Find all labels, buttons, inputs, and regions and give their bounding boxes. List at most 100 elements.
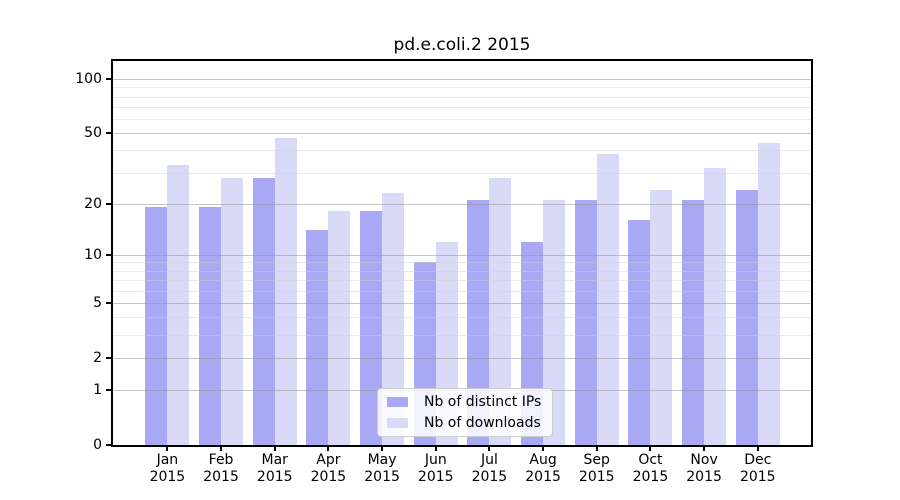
y-tick-label-10: 10 <box>84 246 102 263</box>
x-tick-label-year: 2015 <box>632 469 669 485</box>
x-tick-may <box>381 445 384 451</box>
y-tick-label-0: 0 <box>93 437 102 453</box>
y-tick-0 <box>106 444 113 446</box>
chart-title: pd.e.coli.2 2015 <box>393 35 531 55</box>
gridline-minor-6 <box>113 290 811 292</box>
gridline-major-50 <box>113 133 811 135</box>
x-tick-label-sep: Sep 2015 <box>565 452 629 486</box>
x-tick-label-month: Dec <box>744 452 772 468</box>
bar-distinct-ips-dec <box>735 189 758 445</box>
x-tick-jun <box>434 445 437 451</box>
x-tick-aug <box>542 445 545 451</box>
x-tick-label-month: Sep <box>583 452 610 468</box>
x-tick-feb <box>220 445 223 451</box>
x-tick-jan <box>166 445 169 451</box>
bar-distinct-ips-nov <box>682 199 705 445</box>
legend-swatch-downloads-icon <box>387 417 408 428</box>
gridline-minor-70 <box>113 106 811 108</box>
gridline-minor-9 <box>113 262 811 264</box>
y-tick-label-50: 50 <box>84 125 102 142</box>
x-tick-label-jul: Jul 2015 <box>457 452 521 486</box>
legend-item-distinct-ips: Nb of distinct IPs <box>387 393 543 411</box>
x-tick-label-nov: Nov 2015 <box>672 452 736 486</box>
gridline-minor-40 <box>113 150 811 152</box>
y-tick-10 <box>106 253 113 256</box>
y-tick-label-2: 2 <box>93 349 102 366</box>
bar-distinct-ips-sep <box>574 199 597 445</box>
x-tick-dec <box>756 445 759 451</box>
gridline-major-20 <box>113 203 811 205</box>
x-tick-label-feb: Feb 2015 <box>189 452 253 486</box>
y-tick-50 <box>106 132 113 135</box>
y-tick-label-1: 1 <box>93 382 102 399</box>
bar-downloads-apr <box>328 211 351 445</box>
x-tick-label-may: May 2015 <box>350 452 414 486</box>
y-tick-100 <box>106 78 113 80</box>
bar-downloads-jan <box>167 165 190 445</box>
x-tick-label-apr: Apr 2015 <box>296 452 360 486</box>
x-tick-label-month: Apr <box>316 452 341 468</box>
x-tick-label-year: 2015 <box>525 469 561 485</box>
bar-downloads-nov <box>704 167 727 445</box>
bar-downloads-mar <box>274 137 297 445</box>
bar-downloads-dec <box>757 143 780 445</box>
gridline-major-2 <box>113 357 811 359</box>
x-tick-label-year: 2015 <box>149 469 186 485</box>
gridline-major-100 <box>113 79 811 80</box>
x-tick-label-year: 2015 <box>417 469 454 485</box>
x-tick-label-year: 2015 <box>471 469 508 485</box>
x-tick-label-mar: Mar 2015 <box>243 452 307 486</box>
x-tick-label-jan: Jan 2015 <box>135 452 199 486</box>
gridline-minor-60 <box>113 118 811 120</box>
y-tick-1 <box>106 389 113 392</box>
bar-downloads-sep <box>596 154 619 445</box>
legend-swatch-distinct-ips-icon <box>387 397 408 408</box>
gridline-minor-8 <box>113 270 811 272</box>
x-tick-nov <box>703 445 706 451</box>
bar-distinct-ips-feb <box>199 207 222 445</box>
gridline-minor-90 <box>113 87 811 89</box>
bar-distinct-ips-jan <box>145 207 168 445</box>
x-tick-mar <box>273 445 276 451</box>
x-tick-label-month: Mar <box>261 452 288 468</box>
legend-item-downloads: Nb of downloads <box>387 414 543 432</box>
gridline-major-5 <box>113 302 811 304</box>
gridline-major-10 <box>113 254 811 256</box>
y-tick-2 <box>106 356 113 359</box>
bar-distinct-ips-oct <box>628 220 651 445</box>
x-tick-label-month: Jan <box>156 452 179 468</box>
legend-label-distinct-ips: Nb of distinct IPs <box>424 394 542 411</box>
x-tick-jul <box>488 445 491 451</box>
x-tick-label-month: Nov <box>690 452 718 468</box>
y-tick-label-20: 20 <box>84 195 102 212</box>
x-tick-apr <box>327 445 330 451</box>
x-tick-label-month: Jul <box>480 452 498 468</box>
x-tick-label-oct: Oct 2015 <box>618 452 682 486</box>
x-tick-label-aug: Aug 2015 <box>511 452 575 486</box>
x-tick-label-dec: Dec 2015 <box>726 452 790 486</box>
x-tick-sep <box>595 445 598 451</box>
x-tick-label-month: Oct <box>638 452 663 468</box>
y-tick-20 <box>106 202 113 205</box>
x-tick-label-year: 2015 <box>256 469 293 485</box>
x-tick-label-month: Jun <box>424 452 447 468</box>
gridline-minor-4 <box>113 317 811 319</box>
x-tick-label-year: 2015 <box>739 469 776 485</box>
legend-label-downloads: Nb of downloads <box>424 414 541 431</box>
gridline-minor-3 <box>113 335 811 337</box>
y-tick-label-100: 100 <box>75 71 102 87</box>
x-tick-label-month: May <box>367 452 397 468</box>
gridline-minor-30 <box>113 172 811 174</box>
x-tick-label-month: Aug <box>529 452 557 468</box>
x-tick-label-jun: Jun 2015 <box>404 452 468 486</box>
bar-distinct-ips-mar <box>252 177 275 445</box>
bar-downloads-oct <box>650 189 673 445</box>
gridline-minor-7 <box>113 280 811 282</box>
x-tick-oct <box>649 445 652 451</box>
x-tick-label-year: 2015 <box>686 469 722 485</box>
legend: Nb of distinct IPs Nb of downloads <box>377 388 553 437</box>
bar-distinct-ips-apr <box>306 230 329 445</box>
y-tick-5 <box>106 301 113 304</box>
x-tick-label-year: 2015 <box>203 469 239 485</box>
